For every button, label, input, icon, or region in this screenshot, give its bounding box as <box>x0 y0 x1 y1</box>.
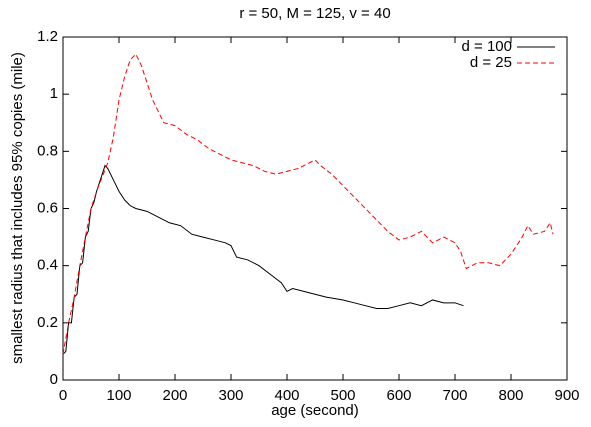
y-axis-label: smallest radius that includes 95% copies… <box>9 52 26 364</box>
x-tick-label: 500 <box>330 387 355 404</box>
legend-label: d = 100 <box>462 38 512 55</box>
y-tick-label: 0.2 <box>37 314 58 331</box>
x-tick-label: 300 <box>218 387 243 404</box>
x-tick-label: 700 <box>442 387 467 404</box>
legend-label: d = 25 <box>470 54 512 71</box>
plot-frame <box>62 36 568 381</box>
y-tick-label: 0.6 <box>37 199 58 216</box>
series-line <box>62 53 554 355</box>
x-tick-label: 200 <box>162 387 187 404</box>
y-tick-label: 0.8 <box>37 142 58 159</box>
x-tick-label: 900 <box>554 387 579 404</box>
x-axis-label: age (second) <box>271 402 359 419</box>
chart-title: r = 50, M = 125, v = 40 <box>239 5 390 22</box>
y-tick-label: 1.2 <box>37 28 58 45</box>
y-tick-label: 1 <box>50 85 58 102</box>
x-tick-label: 0 <box>59 387 67 404</box>
x-tick-label: 800 <box>498 387 523 404</box>
x-tick-label: 600 <box>386 387 411 404</box>
series-line <box>62 164 464 355</box>
x-tick-label: 100 <box>106 387 131 404</box>
y-tick-label: 0 <box>50 371 58 388</box>
y-tick-label: 0.4 <box>37 257 58 274</box>
x-tick-label: 400 <box>274 387 299 404</box>
